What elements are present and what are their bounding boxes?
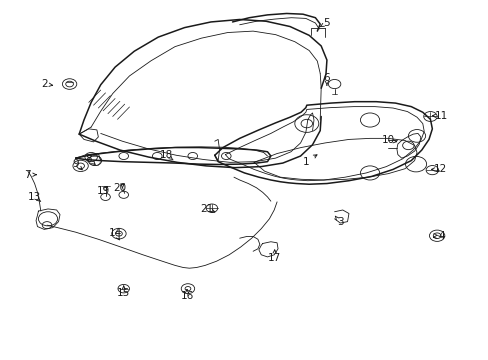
Text: 16: 16 — [180, 292, 193, 301]
Text: 14: 14 — [108, 228, 122, 238]
Text: 3: 3 — [336, 217, 343, 227]
Text: 21: 21 — [200, 204, 213, 214]
Text: 17: 17 — [267, 253, 281, 262]
Text: 20: 20 — [113, 183, 126, 193]
Text: 10: 10 — [381, 135, 394, 145]
Text: 11: 11 — [433, 111, 447, 121]
Text: 7: 7 — [24, 170, 31, 180]
Text: 13: 13 — [28, 192, 41, 202]
Text: 4: 4 — [438, 231, 445, 242]
Text: 2: 2 — [41, 79, 47, 89]
Text: 18: 18 — [160, 150, 173, 160]
Text: 8: 8 — [85, 154, 92, 164]
Text: 12: 12 — [432, 165, 446, 174]
Text: 6: 6 — [323, 73, 329, 83]
Text: 19: 19 — [96, 186, 109, 195]
Text: 15: 15 — [117, 288, 130, 298]
Text: 5: 5 — [323, 18, 329, 28]
Text: 9: 9 — [72, 159, 79, 169]
Text: 1: 1 — [302, 157, 308, 167]
